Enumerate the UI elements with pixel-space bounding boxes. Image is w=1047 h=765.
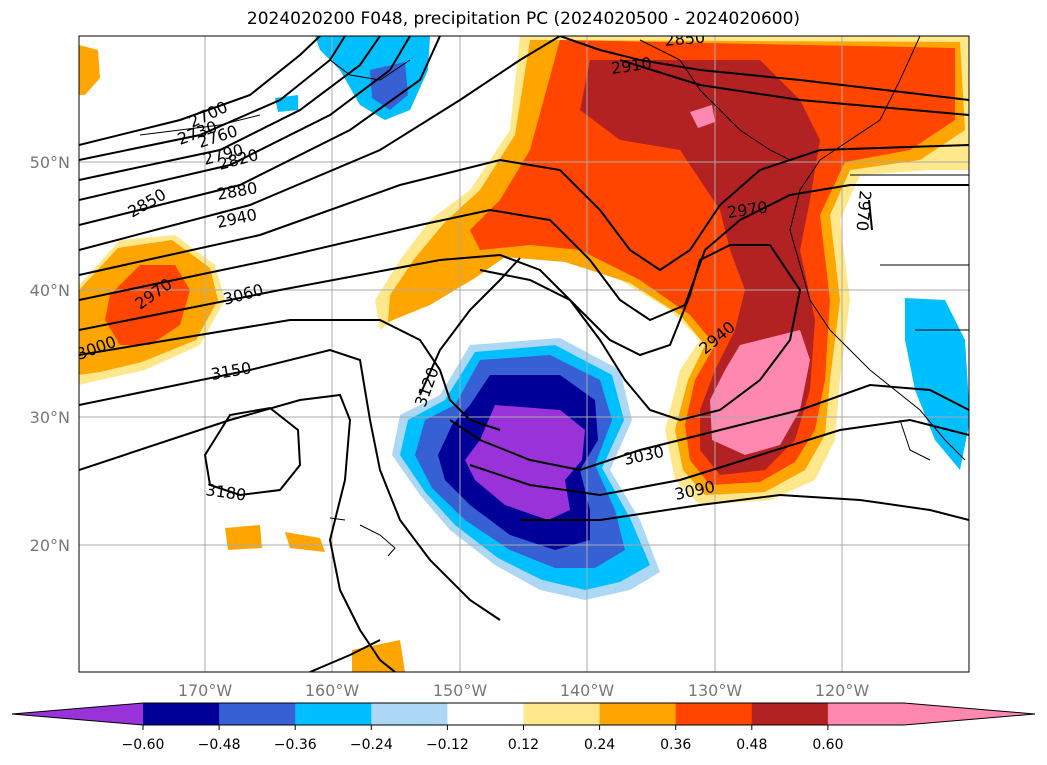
- colorbar-tick-label: −0.60: [122, 737, 165, 753]
- colorbar-tick-label: −0.36: [274, 737, 317, 753]
- lon-label: 150°W: [433, 681, 488, 700]
- lat-label: 40°N: [30, 281, 70, 300]
- colorbar-segment: [219, 703, 296, 725]
- colorbar-extend-high: [904, 703, 1035, 725]
- colorbar-tick-label: −0.24: [350, 737, 393, 753]
- colorbar-segment: [371, 703, 448, 725]
- lat-label: 50°N: [30, 153, 70, 172]
- graticule: [79, 36, 969, 672]
- colorbar-segment: [675, 703, 753, 725]
- colorbar-tick-label: 0.12: [508, 737, 539, 753]
- colorbar-segment: [751, 703, 829, 725]
- map-title: 2024020200 F048, precipitation PC (20240…: [246, 9, 801, 29]
- colorbar-tick-label: 0.60: [812, 737, 843, 753]
- contour-label: 2850: [664, 28, 706, 50]
- coastline: [139, 36, 969, 557]
- longitude-labels: 170°W 160°W 150°W 140°W 130°W 120°W: [178, 681, 870, 700]
- colorbar-tick-label: −0.12: [426, 737, 469, 753]
- colorbar-tick-label: 0.24: [584, 737, 615, 753]
- contour-label: 2970: [852, 190, 874, 232]
- colorbar-segment: [827, 703, 905, 725]
- colorbar-segment: [143, 703, 220, 725]
- colorbar-extend-low: [12, 703, 143, 725]
- positive-anomaly-fill: [79, 36, 969, 672]
- lon-label: 130°W: [688, 681, 743, 700]
- colorbar-tick-label: 0.48: [736, 737, 767, 753]
- lon-label: 170°W: [178, 681, 233, 700]
- lon-label: 140°W: [560, 681, 615, 700]
- colorbar-segment: [523, 703, 601, 725]
- lat-label: 30°N: [30, 408, 70, 427]
- colorbar-tick-label: −0.48: [198, 737, 241, 753]
- map-frame: [78, 35, 970, 673]
- colorbar-tick-label: 0.36: [660, 737, 691, 753]
- height-contours: [79, 36, 969, 672]
- lat-label: 20°N: [30, 536, 70, 555]
- map-area: 2700 2730 2760 2790 2820 2850 2880 2940 …: [79, 28, 969, 672]
- colorbar-segment: [295, 703, 372, 725]
- lon-label: 160°W: [305, 681, 360, 700]
- latitude-labels: 50°N 40°N 30°N 20°N: [30, 153, 70, 555]
- lon-label: 120°W: [815, 681, 870, 700]
- colorbar: −0.60 −0.48 −0.36 −0.24 −0.12 0.12 0.24 0.36 0.4…: [11, 702, 1036, 753]
- colorbar-segment: [447, 703, 524, 725]
- colorbar-segment: [599, 703, 677, 725]
